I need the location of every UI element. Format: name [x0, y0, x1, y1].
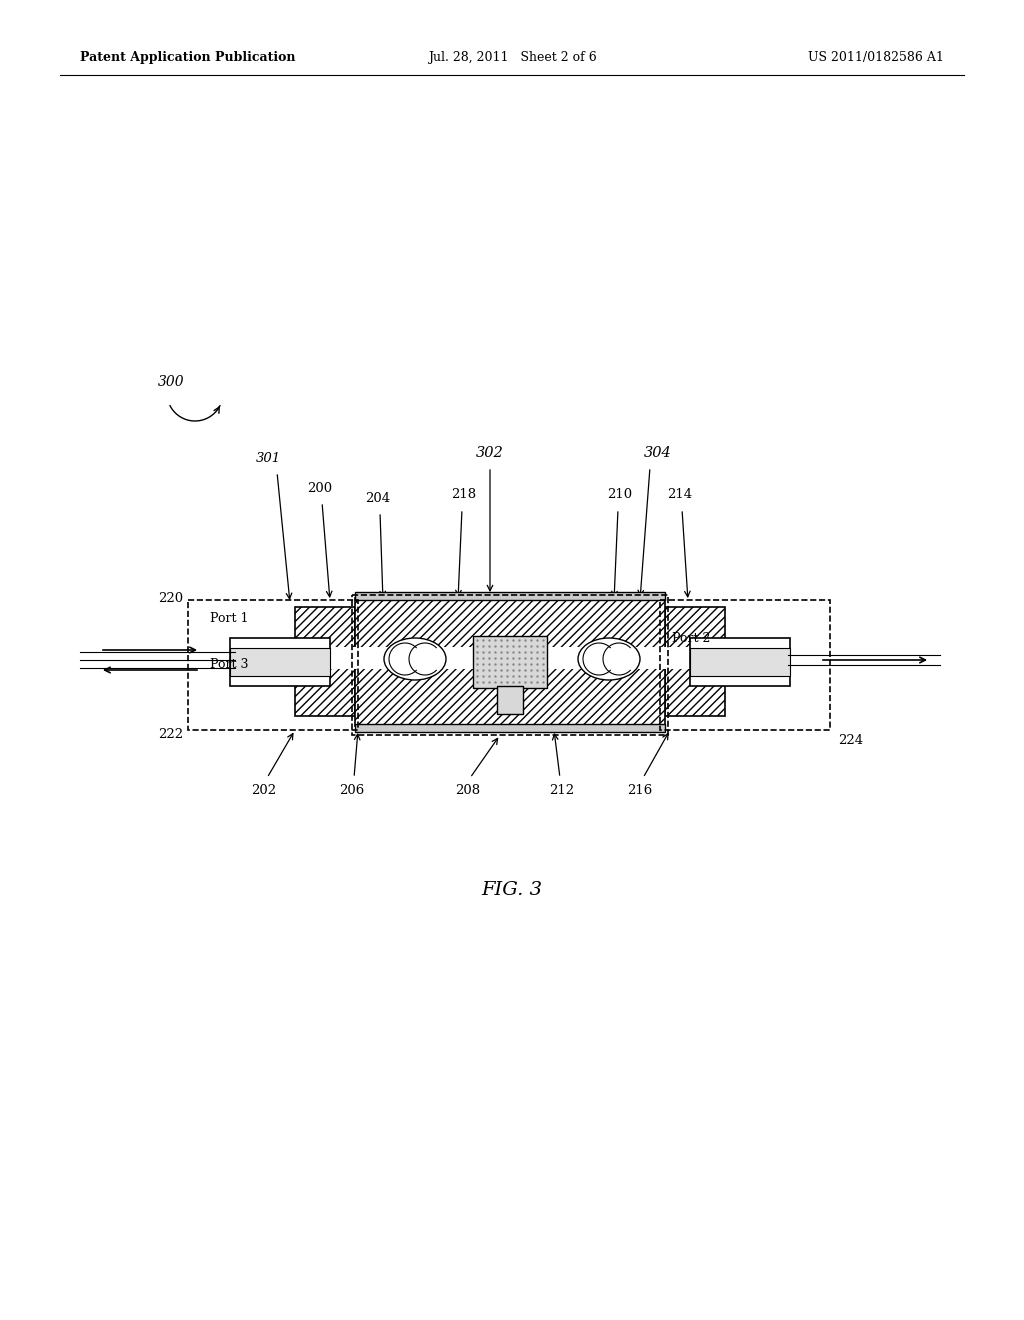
Text: 202: 202: [252, 784, 276, 796]
Text: 304: 304: [644, 446, 672, 459]
Text: 214: 214: [668, 488, 692, 502]
Ellipse shape: [578, 638, 640, 680]
Bar: [690, 638, 790, 686]
Ellipse shape: [384, 638, 446, 680]
Text: 222: 222: [158, 729, 183, 742]
Text: Patent Application Publication: Patent Application Publication: [80, 51, 296, 65]
Text: Port 2: Port 2: [672, 631, 711, 644]
Text: 220: 220: [158, 591, 183, 605]
Text: 224: 224: [838, 734, 863, 747]
Text: Port 1: Port 1: [210, 611, 249, 624]
Bar: [355, 723, 665, 733]
Bar: [352, 595, 668, 735]
Bar: [665, 668, 725, 715]
Bar: [295, 647, 725, 669]
Bar: [473, 636, 547, 688]
Text: 206: 206: [339, 784, 365, 796]
Text: 208: 208: [456, 784, 480, 796]
Text: 200: 200: [307, 482, 333, 495]
Bar: [188, 601, 358, 730]
Text: Port 3: Port 3: [210, 659, 249, 672]
Text: 216: 216: [628, 784, 652, 796]
Bar: [690, 648, 790, 676]
Bar: [497, 686, 523, 714]
Text: 204: 204: [366, 491, 390, 504]
Text: US 2011/0182586 A1: US 2011/0182586 A1: [808, 51, 944, 65]
Bar: [660, 601, 830, 730]
Text: FIG. 3: FIG. 3: [481, 880, 543, 899]
Bar: [295, 668, 355, 715]
Text: 218: 218: [452, 488, 476, 502]
Text: 212: 212: [550, 784, 574, 796]
Bar: [355, 668, 665, 726]
Bar: [355, 591, 665, 601]
Text: Jul. 28, 2011   Sheet 2 of 6: Jul. 28, 2011 Sheet 2 of 6: [428, 51, 596, 65]
Bar: [230, 648, 330, 676]
Bar: [355, 598, 665, 656]
Text: 302: 302: [476, 446, 504, 459]
Bar: [295, 607, 355, 655]
Bar: [230, 638, 330, 686]
Text: 210: 210: [607, 488, 633, 502]
Text: 300: 300: [158, 375, 184, 389]
Text: 301: 301: [255, 451, 281, 465]
Bar: [665, 607, 725, 655]
